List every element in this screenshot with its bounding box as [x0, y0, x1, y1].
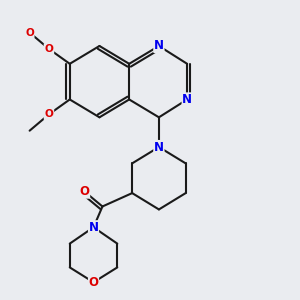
Text: N: N — [182, 93, 192, 106]
Text: N: N — [154, 40, 164, 52]
Text: O: O — [80, 185, 90, 198]
Text: N: N — [154, 140, 164, 154]
Text: O: O — [80, 187, 89, 196]
Text: N: N — [182, 94, 192, 104]
Text: O: O — [45, 44, 53, 54]
Text: N: N — [154, 41, 164, 51]
Text: N: N — [89, 222, 98, 232]
Text: O: O — [89, 277, 98, 287]
Text: O: O — [44, 109, 54, 119]
Text: N: N — [154, 142, 164, 152]
Text: N: N — [88, 221, 98, 234]
Text: O: O — [25, 28, 34, 38]
Text: O: O — [44, 44, 54, 54]
Text: O: O — [45, 109, 53, 119]
Text: O: O — [88, 276, 98, 289]
